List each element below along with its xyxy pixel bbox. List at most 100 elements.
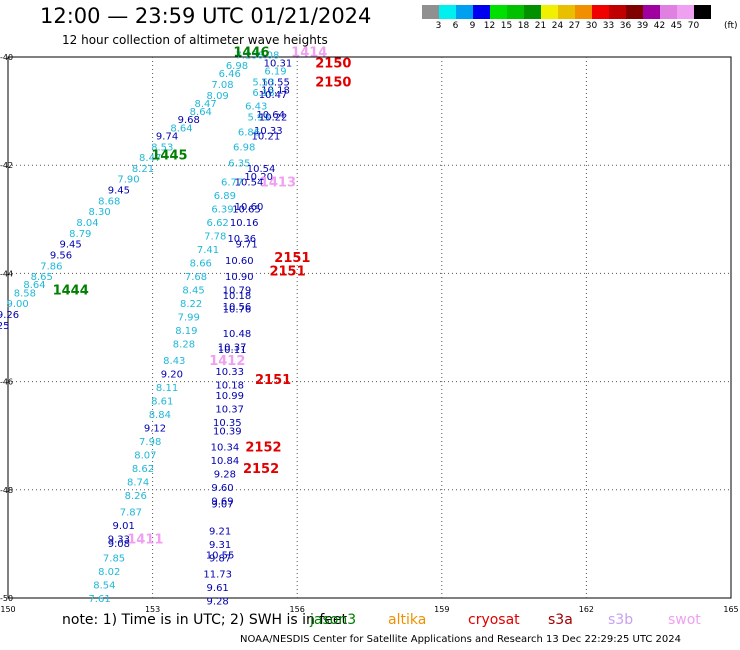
colorbar-swatch: [558, 5, 575, 19]
x-tick-label: 159: [434, 605, 449, 614]
footer-note: note: 1) Time is in UTC; 2) SWH is in fe…: [62, 612, 348, 628]
chart-title: 12:00 — 23:59 UTC 01/21/2024: [40, 4, 372, 28]
wave-height-point: 6.35: [228, 158, 250, 169]
colorbar-swatch: [609, 5, 626, 19]
colorbar-swatch: [541, 5, 558, 19]
wave-height-point: 9.26: [0, 310, 19, 321]
wave-height-point: 8.53: [151, 142, 173, 153]
wave-height-point: 10.18: [223, 291, 252, 302]
colorbar-label: 3: [435, 21, 442, 31]
wave-height-point: 10.35: [213, 418, 242, 429]
wave-height-point: 10.18: [215, 380, 244, 391]
wave-height-point: 10.65: [232, 204, 261, 215]
colorbar-label: 24: [551, 21, 564, 31]
x-tick-label: 165: [723, 605, 738, 614]
track-label: 1413: [260, 175, 296, 190]
wave-height-point: 7.68: [185, 272, 207, 283]
colorbar-label: 18: [517, 21, 530, 31]
wave-height-point: 8.09: [207, 91, 229, 102]
wave-height-point: 10.33: [215, 367, 244, 378]
legend-item-altika: altika: [388, 612, 427, 628]
wave-height-point: 8.58: [14, 288, 36, 299]
wave-height-point: 6.08: [257, 50, 279, 61]
wave-height-point: 7.90: [117, 175, 139, 186]
wave-height-point: 7.25: [235, 50, 257, 61]
wave-height-point: 10.79: [223, 286, 252, 297]
wave-height-point: 7.41: [197, 245, 219, 256]
wave-height-point: 7.61: [88, 594, 110, 605]
wave-height-point: 9.68: [178, 115, 200, 126]
wave-height-point: 10.60: [225, 256, 254, 267]
wave-height-point: 8.43: [163, 356, 185, 367]
footer-credit: NOAA/NESDIS Center for Satellite Applica…: [240, 634, 682, 645]
wave-height-point: 6.18: [252, 88, 274, 99]
colorbar-swatch: [524, 5, 541, 19]
wave-height-point: 10.33: [254, 126, 283, 137]
wave-height-point: 9.45: [60, 240, 82, 251]
colorbar-label: 12: [483, 21, 496, 31]
wave-height-point: 8.62: [132, 464, 154, 475]
track-label: 1412: [209, 354, 245, 369]
wave-height-point: 7.98: [139, 437, 161, 448]
wave-height-point: 9.33: [108, 534, 130, 545]
wave-height-point: 6.19: [264, 67, 286, 78]
wave-height-point: 9.28: [207, 597, 229, 608]
wave-height-point: 8.26: [125, 491, 147, 502]
colorbar-swatch: [677, 5, 694, 19]
wave-height-point: 8.19: [175, 326, 197, 337]
wave-height-point: 10.55: [206, 551, 235, 562]
colorbar-swatch: [490, 5, 507, 19]
wave-height-point: 6.46: [219, 69, 241, 80]
wave-height-point: 7.86: [40, 261, 62, 272]
y-tick-label: -46: [0, 378, 13, 387]
x-tick-label: 156: [290, 605, 305, 614]
legend-item-jason3: jason3: [310, 612, 357, 628]
colorbar-unit: (ft): [724, 21, 738, 31]
wave-height-point: 8.74: [127, 478, 149, 489]
wave-height-point: 7.78: [204, 232, 226, 243]
wave-height-point: 10.60: [235, 202, 264, 213]
wave-height-point: 7.08: [211, 80, 233, 91]
wave-height-point: 9.31: [209, 540, 231, 551]
wave-height-point: 8.11: [156, 383, 178, 394]
wave-height-point: 10.76: [223, 305, 252, 316]
x-tick-label: 153: [145, 605, 160, 614]
wave-height-point: 10.64: [256, 110, 285, 121]
wave-height-point: 10.37: [215, 405, 244, 416]
y-tick-label: -40: [0, 53, 13, 62]
wave-height-point: 6.77: [221, 177, 243, 188]
x-tick-label: 162: [579, 605, 594, 614]
track-label: 1411: [127, 532, 163, 547]
wave-height-point: 8.30: [88, 207, 110, 218]
track-label: 2151: [274, 251, 310, 266]
y-tick-label: -48: [0, 486, 13, 495]
wave-height-point: 10.34: [211, 443, 240, 454]
colorbar-swatch: [592, 5, 609, 19]
track-label: 2150: [315, 75, 351, 90]
track-label: 1414: [291, 46, 327, 61]
track-label: 2151: [255, 373, 291, 388]
wave-height-point: 8.79: [69, 229, 91, 240]
wave-height-point: 8.02: [98, 567, 120, 578]
wave-height-point: 10.90: [225, 272, 254, 283]
colorbar-label: 27: [568, 21, 581, 31]
chart-subtitle: 12 hour collection of altimeter wave hei…: [62, 33, 328, 47]
wave-height-point: 6.62: [207, 218, 229, 229]
plot-frame: [7, 56, 732, 599]
wave-height-point: 6.98: [226, 61, 248, 72]
wave-height-point: 7.99: [178, 313, 200, 324]
colorbar-label: 70: [687, 21, 700, 31]
y-tick-label: -42: [0, 161, 13, 170]
wave-height-point: 7.87: [120, 507, 142, 518]
wave-height-point: 8.04: [76, 218, 98, 229]
colorbar-label: 45: [670, 21, 683, 31]
wave-height-point: 9.69: [211, 497, 233, 508]
y-tick-label: -44: [0, 269, 13, 278]
wave-height-point: 9.00: [7, 299, 29, 310]
colorbar-swatch: [456, 5, 473, 19]
wave-height-point: 8.68: [98, 196, 120, 207]
wave-height-point: 10.56: [223, 302, 252, 313]
colorbar-swatch: [575, 5, 592, 19]
wave-height-point: 9.74: [156, 131, 178, 142]
wave-height-point: 9.21: [209, 526, 231, 537]
